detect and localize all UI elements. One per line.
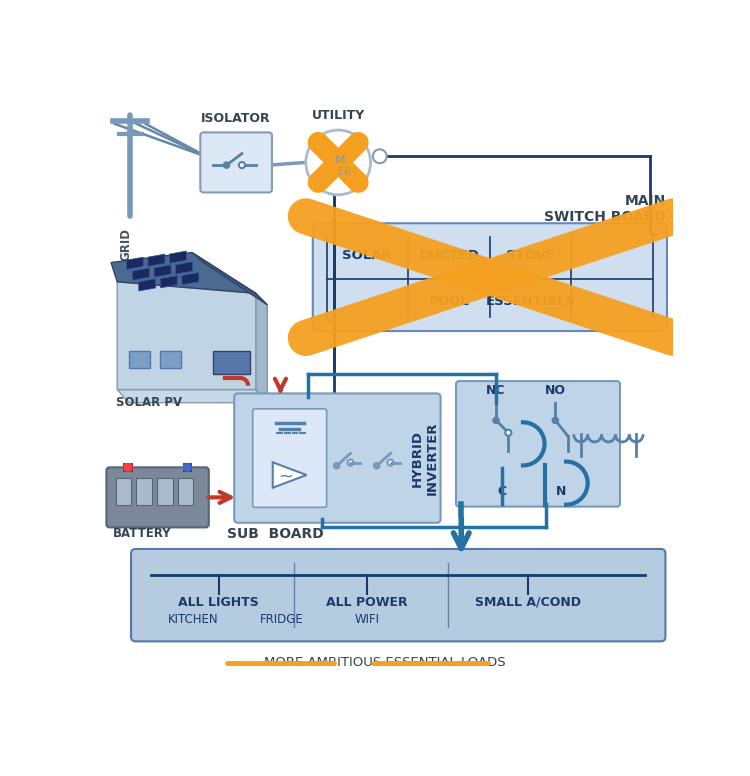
Circle shape	[552, 417, 559, 424]
Circle shape	[124, 463, 132, 471]
Bar	[116, 478, 131, 505]
Text: SOLAR PV: SOLAR PV	[116, 396, 182, 409]
Text: ISOLATOR: ISOLATOR	[201, 113, 271, 126]
Text: MAIN
SWITCH BOARD: MAIN SWITCH BOARD	[544, 194, 666, 224]
Bar	[136, 478, 152, 505]
Bar	[183, 462, 192, 472]
Polygon shape	[273, 462, 307, 487]
Text: BATTERY: BATTERY	[113, 527, 172, 539]
Text: STOVE: STOVE	[506, 249, 555, 262]
Text: NC: NC	[486, 384, 506, 397]
FancyBboxPatch shape	[253, 409, 327, 508]
Text: ALL POWER: ALL POWER	[326, 596, 407, 609]
Polygon shape	[182, 272, 199, 285]
FancyBboxPatch shape	[234, 393, 440, 523]
Circle shape	[373, 149, 387, 163]
Text: NO: NO	[544, 384, 566, 397]
Polygon shape	[148, 254, 165, 266]
Polygon shape	[256, 293, 267, 403]
Circle shape	[334, 462, 340, 469]
FancyBboxPatch shape	[131, 549, 665, 641]
Circle shape	[388, 459, 394, 466]
Text: ~: ~	[278, 468, 293, 486]
Bar	[158, 478, 172, 505]
Text: ER: ER	[338, 167, 351, 177]
Text: SUB  BOARD: SUB BOARD	[226, 527, 323, 541]
Text: SOLAR: SOLAR	[343, 249, 392, 262]
Polygon shape	[154, 265, 171, 277]
Polygon shape	[133, 268, 149, 280]
Text: MORE AMBITIOUS ESSENTIAL LOADS: MORE AMBITIOUS ESSENTIAL LOADS	[263, 656, 506, 670]
Text: FRIDGE: FRIDGE	[260, 613, 304, 626]
Bar	[129, 351, 150, 368]
Circle shape	[347, 459, 353, 466]
Text: SMALL A/COND: SMALL A/COND	[476, 596, 581, 609]
Circle shape	[238, 162, 245, 168]
Text: WIFI: WIFI	[354, 613, 380, 626]
FancyBboxPatch shape	[200, 133, 272, 192]
Text: C: C	[497, 485, 507, 497]
Polygon shape	[111, 252, 256, 293]
Bar	[178, 478, 194, 505]
Text: ESSENTIALS: ESSENTIALS	[485, 296, 576, 308]
Circle shape	[184, 463, 191, 471]
Text: POOL: POOL	[429, 296, 470, 308]
Polygon shape	[117, 390, 267, 403]
Polygon shape	[127, 257, 143, 269]
Polygon shape	[160, 275, 177, 288]
FancyBboxPatch shape	[106, 467, 208, 528]
Text: HYBRID
INVERTER: HYBRID INVERTER	[410, 421, 439, 495]
Polygon shape	[170, 251, 187, 263]
Circle shape	[493, 417, 499, 424]
Bar	[160, 351, 181, 368]
Text: DUCTED: DUCTED	[419, 249, 479, 262]
Polygon shape	[176, 262, 193, 274]
Polygon shape	[192, 252, 267, 305]
Circle shape	[506, 430, 512, 436]
Circle shape	[224, 162, 230, 168]
Polygon shape	[139, 279, 156, 291]
Circle shape	[306, 130, 370, 195]
FancyBboxPatch shape	[456, 381, 620, 507]
Bar	[123, 462, 133, 472]
Text: UTILITY: UTILITY	[311, 109, 364, 123]
Text: N: N	[556, 485, 567, 497]
Circle shape	[374, 462, 380, 469]
Bar	[214, 351, 250, 374]
Polygon shape	[117, 282, 256, 390]
Text: GRID: GRID	[119, 228, 132, 261]
Text: KITCHEN: KITCHEN	[168, 613, 219, 626]
Text: ALL LIGHTS: ALL LIGHTS	[178, 596, 260, 609]
FancyBboxPatch shape	[313, 223, 667, 331]
Text: M: M	[334, 154, 345, 168]
